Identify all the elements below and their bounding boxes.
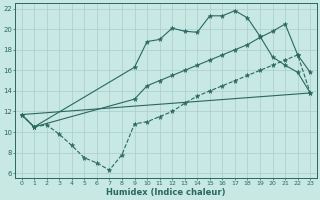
X-axis label: Humidex (Indice chaleur): Humidex (Indice chaleur) [106,188,226,197]
